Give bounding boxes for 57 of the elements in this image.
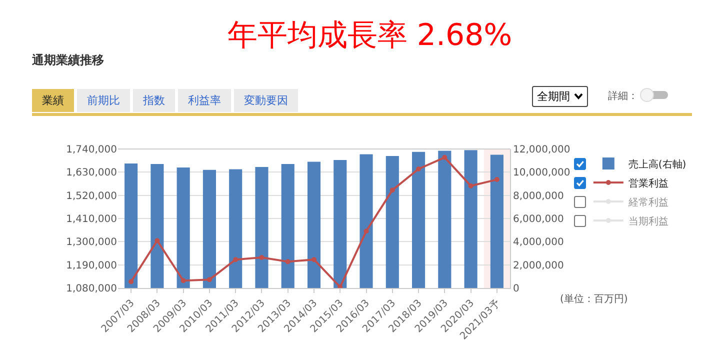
bar <box>124 163 138 288</box>
text: 全期間 <box>532 86 588 107</box>
bar <box>150 164 164 288</box>
point <box>390 188 395 193</box>
text: 詳細： <box>608 90 638 103</box>
text: 指数 <box>133 89 175 112</box>
y-tick-label: 1,190,000 <box>66 260 117 272</box>
bar <box>281 164 294 288</box>
point <box>154 238 160 244</box>
text: 業績 <box>32 89 74 112</box>
point <box>180 278 186 284</box>
text: 変動要因 <box>234 89 298 112</box>
point <box>364 228 369 234</box>
text: 前期比 <box>77 89 130 112</box>
point <box>259 254 264 260</box>
y-tick-label: 1,630,000 <box>66 168 117 179</box>
text: (単位：百万円) <box>560 293 628 306</box>
bar <box>386 156 399 288</box>
point <box>494 177 500 182</box>
legend-label: 当期利益 <box>628 215 668 228</box>
point <box>206 277 212 282</box>
chart-subtitle: 通期業績推移 <box>32 52 104 69</box>
point <box>233 257 238 262</box>
bar <box>334 160 347 288</box>
point <box>285 259 290 264</box>
legend-label: 経常利益 <box>627 196 668 208</box>
bar <box>229 169 242 288</box>
y-tick-label: 1,740,000 <box>66 144 117 156</box>
bar <box>438 150 452 288</box>
bar <box>202 170 216 288</box>
y-tick-label: 1,300,000 <box>66 237 117 248</box>
y2-tick-label: 8,000,000 <box>513 190 564 202</box>
point <box>312 257 316 262</box>
bar <box>307 162 321 288</box>
bar <box>360 154 373 288</box>
chart-title: 年平均成長率 2.68% <box>227 18 512 53</box>
point <box>468 183 474 188</box>
y2-tick-label: 12,000,000 <box>513 144 570 156</box>
text: 利益率 <box>178 89 231 112</box>
bar <box>176 168 190 288</box>
y2-tick-label: 4,000,000 <box>513 237 564 248</box>
point <box>442 154 448 160</box>
y-tick-label: 1,080,000 <box>66 284 117 294</box>
bar <box>464 150 478 288</box>
point <box>338 284 343 288</box>
y-tick-label: 1,520,000 <box>66 190 117 202</box>
bar <box>412 152 426 288</box>
legend-label: 営業利益 <box>628 177 668 190</box>
y2-tick-label: 2,000,000 <box>513 260 564 272</box>
legend-label: 売上高(右軸) <box>628 158 686 170</box>
y-tick-label: 1,410,000 <box>66 214 117 225</box>
y2-tick-label: 0 <box>513 284 520 294</box>
point <box>128 279 134 284</box>
bar <box>255 166 268 288</box>
y2-tick-label: 10,000,000 <box>513 168 570 179</box>
point <box>416 166 422 172</box>
y2-tick-label: 6,000,000 <box>513 214 564 225</box>
